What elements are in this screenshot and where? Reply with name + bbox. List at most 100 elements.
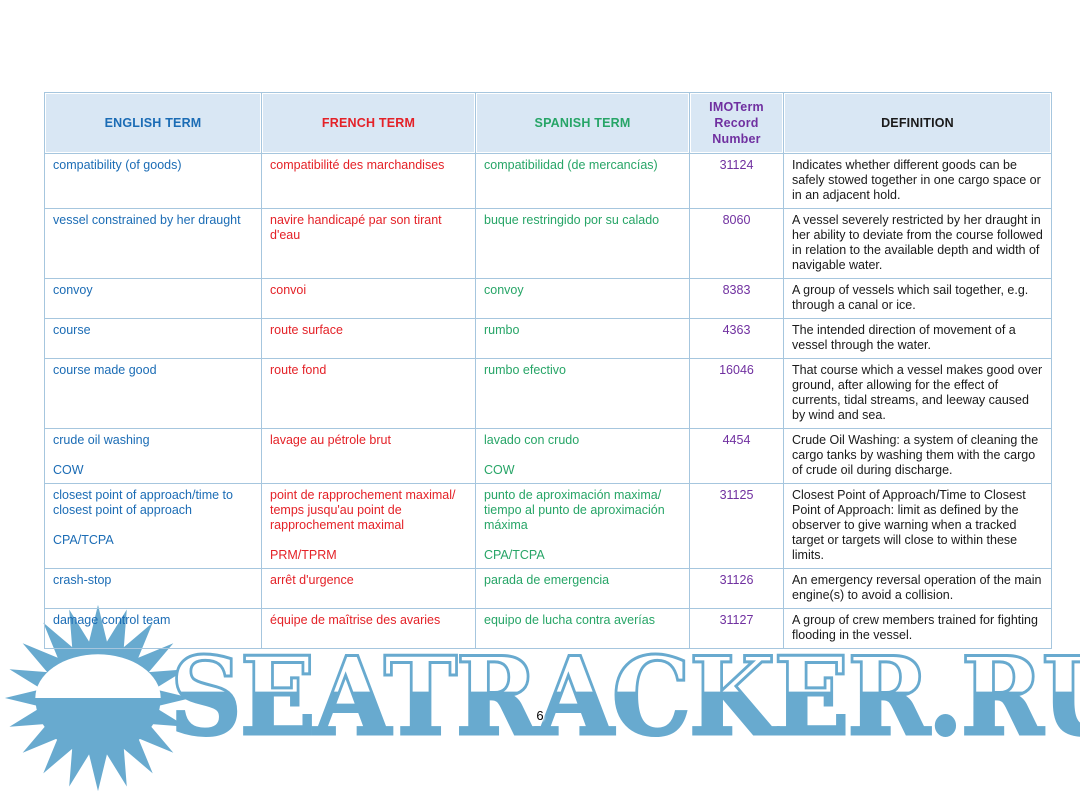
cell-spanish-term: buque restringido por su calado [475, 208, 690, 279]
cell-spanish-term: parada de emergencia [475, 568, 690, 609]
term-abbreviation: CPA/TCPA [484, 548, 545, 562]
term-text: convoy [484, 283, 524, 297]
column-header-imoterm-record-number: IMOTerm Record Number [689, 92, 784, 154]
cell-english-term: damage control team [44, 608, 262, 649]
page-number: 6 [536, 708, 544, 723]
cell-english-term: closest point of approach/time to closes… [44, 483, 262, 569]
cell-imoterm-record-number: 8060 [689, 208, 784, 279]
cell-english-term: crude oil washing COW [44, 428, 262, 484]
term-text: punto de aproximación maxima/ tiempo al … [484, 488, 665, 532]
term-text: vessel constrained by her draught [53, 213, 241, 227]
cell-spanish-term: lavado con crudo COW [475, 428, 690, 484]
cell-definition: Crude Oil Washing: a system of cleaning … [783, 428, 1052, 484]
term-text: arrêt d'urgence [270, 573, 354, 587]
term-text: closest point of approach/time to closes… [53, 488, 233, 517]
cell-french-term: lavage au pétrole brut [261, 428, 476, 484]
glossary-table-container: ENGLISH TERM FRENCH TERM SPANISH TERM IM… [44, 92, 1052, 649]
cell-spanish-term: rumbo efectivo [475, 358, 690, 429]
term-text: équipe de maîtrise des avaries [270, 613, 441, 627]
term-text: course [53, 323, 91, 337]
table-row: crude oil washing COW lavage au pétrole br… [44, 428, 1052, 484]
cell-spanish-term: convoy [475, 278, 690, 319]
cell-english-term: vessel constrained by her draught [44, 208, 262, 279]
cell-spanish-term: rumbo [475, 318, 690, 359]
cell-definition: That course which a vessel makes good ov… [783, 358, 1052, 429]
term-text: crash-stop [53, 573, 112, 587]
term-text: crude oil washing [53, 433, 150, 447]
cell-imoterm-record-number: 16046 [689, 358, 784, 429]
term-text: rumbo efectivo [484, 363, 566, 377]
cell-definition: A vessel severely restricted by her drau… [783, 208, 1052, 279]
term-text: equipo de lucha contra averías [484, 613, 655, 627]
cell-french-term: compatibilité des marchandises [261, 153, 476, 209]
column-header-definition: DEFINITION [783, 92, 1052, 154]
table-row: course made good route fond rumbo efectivo… [44, 358, 1052, 429]
cell-french-term: arrêt d'urgence [261, 568, 476, 609]
term-text: route fond [270, 363, 327, 377]
column-header-french-term: FRENCH TERM [261, 92, 476, 154]
seatracker-watermark: SEATRACKER.RU SEATRACKER.RU SEATRACKER.R… [4, 604, 1080, 792]
watermark-text-highlight: SEATRACKER.RU [170, 634, 1080, 760]
column-header-spanish-term: SPANISH TERM [475, 92, 690, 154]
term-text: compatibilidad (de mercancías) [484, 158, 658, 172]
cell-english-term: course [44, 318, 262, 359]
table-header-row: ENGLISH TERM FRENCH TERM SPANISH TERM IM… [44, 92, 1052, 154]
cell-french-term: route fond [261, 358, 476, 429]
term-text: route surface [270, 323, 343, 337]
cell-imoterm-record-number: 31124 [689, 153, 784, 209]
table-row: course route surface rumbo 4363 The intended… [44, 318, 1052, 359]
term-text: convoy [53, 283, 93, 297]
table-row: damage control team équipe de maîtrise de… [44, 608, 1052, 649]
glossary-table-body: compatibility (of goods) compatibilité de… [44, 153, 1052, 649]
term-abbreviation: PRM/TPRM [270, 548, 337, 562]
table-row: crash-stop arrêt d'urgence parada de emerg… [44, 568, 1052, 609]
cell-definition: Closest Point of Approach/Time to Closes… [783, 483, 1052, 569]
cell-english-term: course made good [44, 358, 262, 429]
cell-spanish-term: compatibilidad (de mercancías) [475, 153, 690, 209]
cell-imoterm-record-number: 4454 [689, 428, 784, 484]
term-abbreviation: COW [53, 463, 84, 477]
glossary-table: ENGLISH TERM FRENCH TERM SPANISH TERM IM… [44, 92, 1052, 649]
cell-definition: A group of crew members trained for figh… [783, 608, 1052, 649]
term-text: compatibilité des marchandises [270, 158, 445, 172]
cell-definition: An emergency reversal operation of the m… [783, 568, 1052, 609]
cell-french-term: point de rapprochement maximal/ temps ju… [261, 483, 476, 569]
term-abbreviation: CPA/TCPA [53, 533, 114, 547]
table-row: closest point of approach/time to closes… [44, 483, 1052, 569]
term-abbreviation: COW [484, 463, 515, 477]
cell-english-term: convoy [44, 278, 262, 319]
term-text: point de rapprochement maximal/ temps ju… [270, 488, 456, 532]
cell-imoterm-record-number: 31126 [689, 568, 784, 609]
cell-french-term: route surface [261, 318, 476, 359]
cell-english-term: crash-stop [44, 568, 262, 609]
cell-definition: Indicates whether different goods can be… [783, 153, 1052, 209]
cell-imoterm-record-number: 31127 [689, 608, 784, 649]
term-text: parada de emergencia [484, 573, 610, 587]
cell-imoterm-record-number: 4363 [689, 318, 784, 359]
sun-icon [4, 604, 192, 792]
watermark-text-outline: SEATRACKER.RU [169, 634, 1080, 760]
term-text: rumbo [484, 323, 520, 337]
term-text: buque restringido por su calado [484, 213, 660, 227]
cell-english-term: compatibility (of goods) [44, 153, 262, 209]
term-text: course made good [53, 363, 157, 377]
term-text: compatibility (of goods) [53, 158, 182, 172]
column-header-english-term: ENGLISH TERM [44, 92, 262, 154]
cell-imoterm-record-number: 8383 [689, 278, 784, 319]
cell-definition: A group of vessels which sail together, … [783, 278, 1052, 319]
cell-imoterm-record-number: 31125 [689, 483, 784, 569]
term-text: lavado con crudo [484, 433, 580, 447]
term-text: lavage au pétrole brut [270, 433, 391, 447]
cell-french-term: convoi [261, 278, 476, 319]
term-text: convoi [270, 283, 307, 297]
cell-spanish-term: equipo de lucha contra averías [475, 608, 690, 649]
term-text: navire handicapé par son tirant d'eau [270, 213, 442, 242]
cell-spanish-term: punto de aproximación maxima/ tiempo al … [475, 483, 690, 569]
table-row: compatibility (of goods) compatibilité de… [44, 153, 1052, 209]
cell-french-term: navire handicapé par son tirant d'eau [261, 208, 476, 279]
cell-french-term: équipe de maîtrise des avaries [261, 608, 476, 649]
table-row: vessel constrained by her draught navire … [44, 208, 1052, 279]
cell-definition: The intended direction of movement of a … [783, 318, 1052, 359]
watermark-text-fill: SEATRACKER.RU [170, 634, 1080, 760]
table-row: convoy convoi convoy 8383 A group of vessels… [44, 278, 1052, 319]
